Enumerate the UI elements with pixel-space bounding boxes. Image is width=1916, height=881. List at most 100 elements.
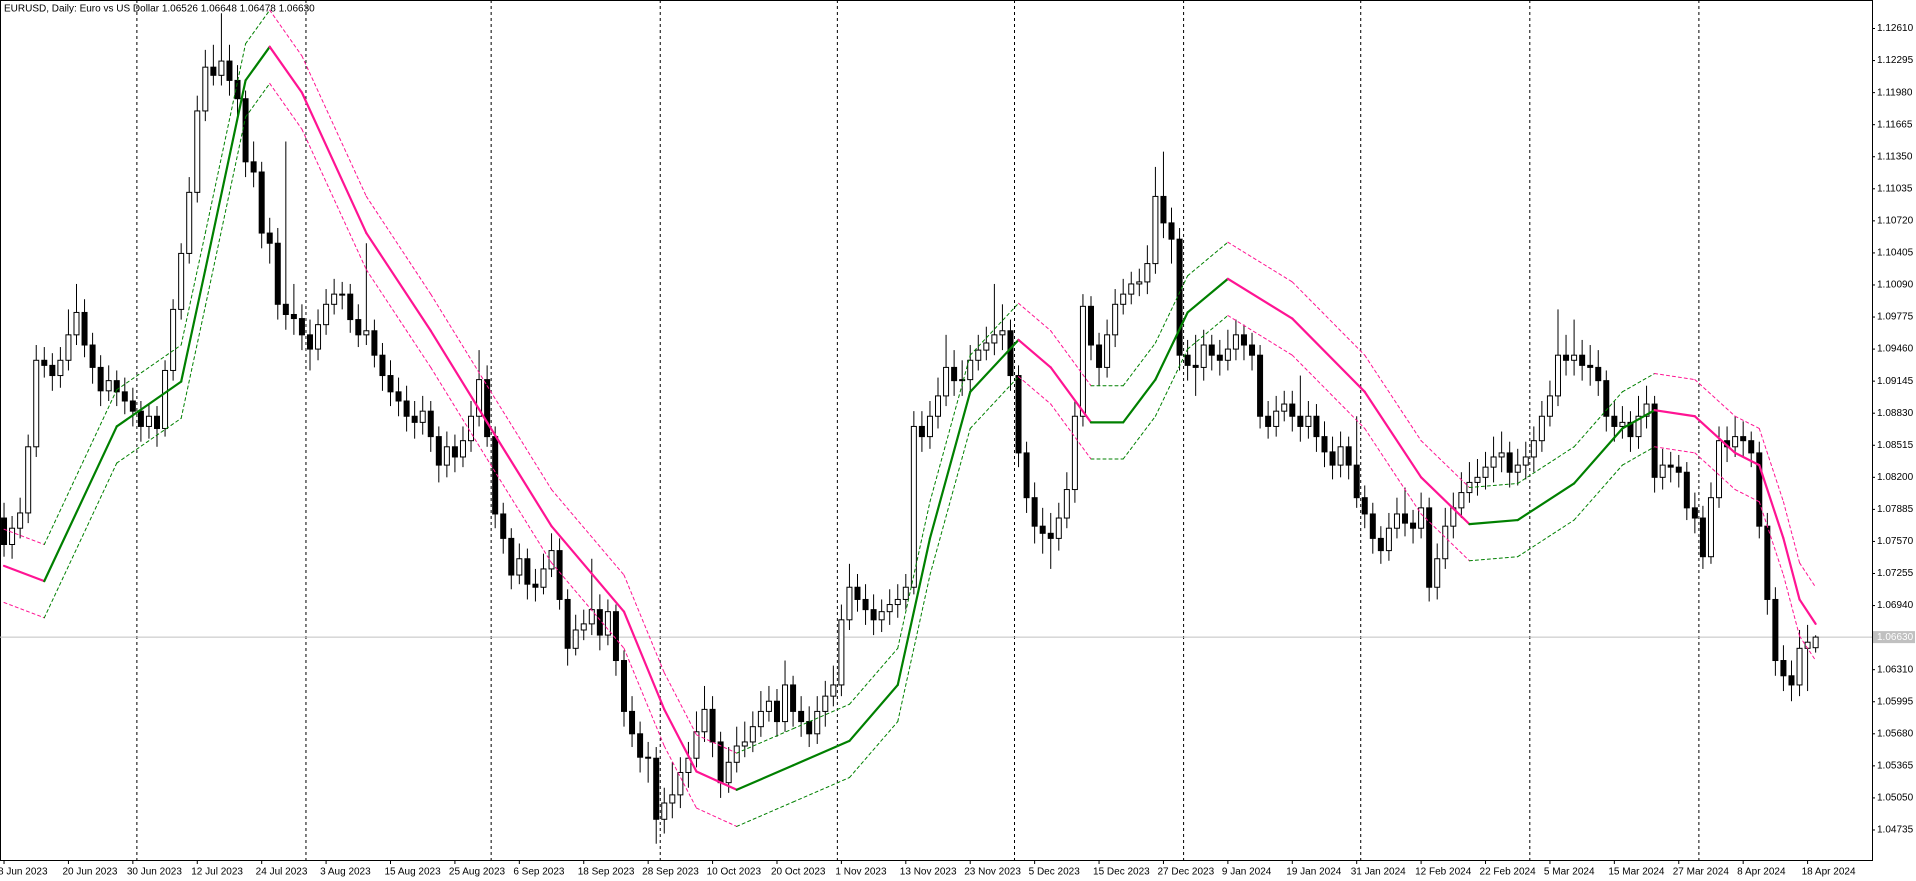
candle-body [476, 379, 483, 417]
envelope-line [43, 389, 118, 545]
x-tick-label: 8 Jun 2023 [0, 867, 48, 878]
candle-body [226, 60, 233, 81]
y-tick-label: 1.06310 [1877, 664, 1914, 675]
moving-average-line [1693, 415, 1737, 454]
candle-body [1257, 354, 1264, 417]
candle-body [1104, 334, 1111, 368]
envelope-line [1517, 519, 1575, 558]
candle-body [773, 700, 780, 723]
envelope-line [430, 293, 488, 387]
moving-average-line [848, 683, 899, 743]
envelope-line [1621, 373, 1656, 393]
candle-body [1055, 517, 1062, 539]
candle-body [1353, 464, 1360, 499]
candle-body [202, 66, 209, 112]
moving-average-line [928, 390, 972, 540]
candle-body [572, 629, 579, 649]
candle-body [717, 741, 724, 784]
envelope-line [301, 55, 367, 197]
envelope-line [736, 728, 794, 754]
candle-body [1273, 410, 1280, 427]
candle-body [548, 550, 555, 570]
candle-body [1232, 334, 1239, 350]
envelope-line [1227, 315, 1293, 356]
candle-body [1007, 330, 1014, 377]
candle-body [894, 598, 901, 606]
x-tick-label: 8 Apr 2024 [1737, 867, 1786, 878]
candle-body [564, 598, 571, 649]
x-tick-label: 12 Jul 2023 [191, 867, 243, 878]
envelope-line [1799, 635, 1817, 662]
envelope-line [1517, 446, 1575, 484]
candle-body [1538, 415, 1545, 442]
candle-body [379, 354, 386, 377]
envelope-line [204, 116, 247, 307]
moving-average-line [791, 739, 851, 767]
envelope-line [1621, 446, 1656, 466]
candle-body [790, 684, 797, 712]
candle-body [532, 583, 539, 588]
candle-body [435, 436, 442, 466]
candle-body [17, 512, 24, 529]
moving-average-line [550, 525, 626, 613]
x-tick-label: 27 Mar 2024 [1673, 867, 1730, 878]
candle-body [1192, 364, 1199, 368]
candle-body [733, 745, 740, 763]
candle-body [508, 537, 515, 576]
envelope-line [3, 602, 45, 619]
candle-body [186, 191, 193, 254]
candle-body [951, 366, 958, 382]
candle-body [113, 380, 120, 393]
candle-body [846, 586, 853, 621]
y-tick-label: 1.12610 [1877, 23, 1914, 34]
envelope-line [1694, 452, 1736, 491]
candle-body [1514, 464, 1521, 473]
candle-body [1482, 466, 1489, 478]
envelope-line [1799, 562, 1817, 588]
candle-body [266, 232, 273, 244]
candle-body [1224, 348, 1231, 361]
candle-body [741, 741, 748, 747]
candle-body [1498, 452, 1505, 458]
envelope-line [1122, 342, 1156, 387]
envelope-line [792, 703, 850, 730]
envelope-line [695, 807, 738, 827]
y-tick-label: 1.07255 [1877, 568, 1914, 579]
envelope-line [736, 801, 794, 827]
envelope-line [1122, 415, 1156, 460]
candle-body [33, 359, 40, 448]
candle-body [588, 609, 595, 625]
candle-body [1434, 558, 1441, 588]
candle-body [1393, 513, 1400, 529]
candle-body [1683, 471, 1690, 509]
candle-body [1780, 660, 1787, 677]
candle-body [1152, 195, 1159, 265]
y-tick-label: 1.12295 [1877, 55, 1914, 66]
candle-body [129, 400, 136, 412]
candle-body [926, 415, 933, 438]
candle-body [886, 604, 893, 613]
x-tick-label: 15 Aug 2023 [385, 867, 442, 878]
x-tick-label: 13 Nov 2023 [900, 867, 957, 878]
envelope-line [204, 43, 247, 234]
candle-body [57, 359, 64, 377]
envelope-line [43, 462, 118, 619]
moving-average-line [115, 380, 183, 428]
candle-body [403, 400, 410, 417]
candle-body [1200, 344, 1207, 368]
envelope-line [301, 128, 367, 271]
x-tick-label: 28 Sep 2023 [642, 867, 699, 878]
candle-body [653, 757, 660, 820]
candle-body [1071, 415, 1078, 491]
plot-frame [0, 0, 1873, 861]
moving-average-line [1154, 311, 1189, 381]
moving-average-line [1186, 277, 1229, 314]
envelope-line [245, 82, 271, 118]
y-tick-label: 1.09145 [1877, 376, 1914, 387]
candle-body [1474, 476, 1481, 483]
candle-body [242, 98, 249, 163]
candle-body [298, 318, 305, 336]
candle-body [604, 611, 611, 636]
candle-body [806, 721, 813, 735]
candle-body [1603, 380, 1610, 417]
